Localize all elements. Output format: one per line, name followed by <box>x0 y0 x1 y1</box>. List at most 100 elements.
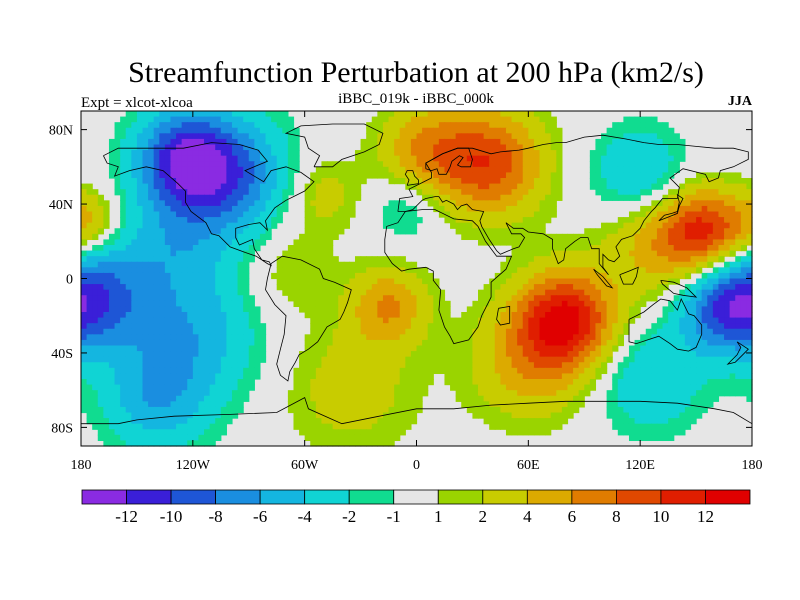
field-cell <box>131 317 138 324</box>
field-cell <box>181 138 188 146</box>
field-cell <box>360 256 367 263</box>
field-cell <box>125 228 132 235</box>
field-cell <box>640 228 647 235</box>
field-cell <box>170 395 177 402</box>
field-cell <box>545 166 552 174</box>
field-cell <box>120 211 127 218</box>
field-cell <box>589 356 597 363</box>
field-cell <box>567 306 574 313</box>
field-cell <box>433 161 440 168</box>
field-cell <box>628 211 636 218</box>
field-cell <box>271 272 278 280</box>
field-cell <box>315 317 323 324</box>
field-cell <box>338 367 345 375</box>
field-cell <box>349 300 356 308</box>
field-cell <box>466 362 474 369</box>
field-cell <box>176 155 183 162</box>
field-cell <box>159 122 166 129</box>
field-cell <box>394 155 401 162</box>
field-cell <box>718 239 725 246</box>
field-cell <box>645 356 652 363</box>
field-cell <box>159 183 166 190</box>
field-cell <box>164 155 172 162</box>
field-cell <box>142 278 149 285</box>
field-cell <box>125 351 132 358</box>
field-cell <box>114 339 121 347</box>
field-cell <box>617 295 624 302</box>
field-cell <box>522 122 529 129</box>
field-cell <box>617 261 624 268</box>
field-cell <box>176 233 183 241</box>
field-cell <box>164 312 172 319</box>
field-cell <box>595 295 602 302</box>
field-cell <box>427 122 434 129</box>
field-cell <box>696 351 703 358</box>
field-cell <box>220 295 227 302</box>
field-cell <box>388 289 395 296</box>
field-cell <box>483 194 490 201</box>
field-cell <box>634 127 641 134</box>
field-cell <box>394 127 401 134</box>
field-cell <box>410 166 418 174</box>
field-cell <box>159 272 166 280</box>
field-cell <box>640 390 647 397</box>
field-cell <box>120 356 127 363</box>
field-cell <box>86 328 93 335</box>
field-cell <box>617 362 624 369</box>
field-cell <box>567 233 574 241</box>
field-cell <box>500 351 507 358</box>
field-cell <box>668 384 675 391</box>
field-cell <box>533 339 541 347</box>
field-cell <box>394 178 401 185</box>
field-cell <box>310 306 317 313</box>
field-cell <box>427 289 434 296</box>
field-cell <box>746 345 753 352</box>
field-cell <box>718 272 725 280</box>
field-cell <box>215 122 222 129</box>
field-cell <box>712 356 720 363</box>
field-cell <box>617 379 624 386</box>
field-cell <box>472 172 479 179</box>
field-cell <box>299 379 306 386</box>
field-cell <box>589 384 597 391</box>
field-cell <box>606 233 613 241</box>
field-cell <box>556 138 563 146</box>
field-cell <box>159 267 166 274</box>
field-cell <box>662 390 669 397</box>
field-cell <box>545 362 552 369</box>
field-cell <box>533 323 541 330</box>
field-cell <box>153 334 160 341</box>
field-cell <box>701 194 708 201</box>
field-cell <box>673 317 680 324</box>
field-cell <box>315 233 323 241</box>
field-cell <box>209 111 216 118</box>
field-cell <box>628 228 636 235</box>
field-cell <box>81 334 88 341</box>
field-cell <box>701 256 708 263</box>
field-cell <box>606 334 613 341</box>
field-cell <box>405 166 412 174</box>
field-cell <box>617 127 624 134</box>
field-cell <box>254 217 261 224</box>
field-cell <box>349 261 356 268</box>
field-cell <box>466 233 474 241</box>
field-cell <box>327 272 334 280</box>
field-cell <box>243 328 250 335</box>
field-cell <box>170 194 177 201</box>
field-cell <box>287 272 295 280</box>
field-cell <box>573 390 580 397</box>
field-cell <box>315 272 323 280</box>
field-cell <box>299 356 306 363</box>
field-cell <box>237 161 244 168</box>
field-cell <box>556 312 563 319</box>
field-cell <box>601 339 608 347</box>
field-cell <box>701 172 708 179</box>
field-cell <box>382 339 390 347</box>
field-cell <box>136 172 144 179</box>
field-cell <box>114 150 121 157</box>
field-cell <box>718 317 725 324</box>
field-cell <box>483 200 490 207</box>
field-cell <box>181 272 188 280</box>
field-cell <box>170 312 177 319</box>
field-cell <box>651 222 658 229</box>
